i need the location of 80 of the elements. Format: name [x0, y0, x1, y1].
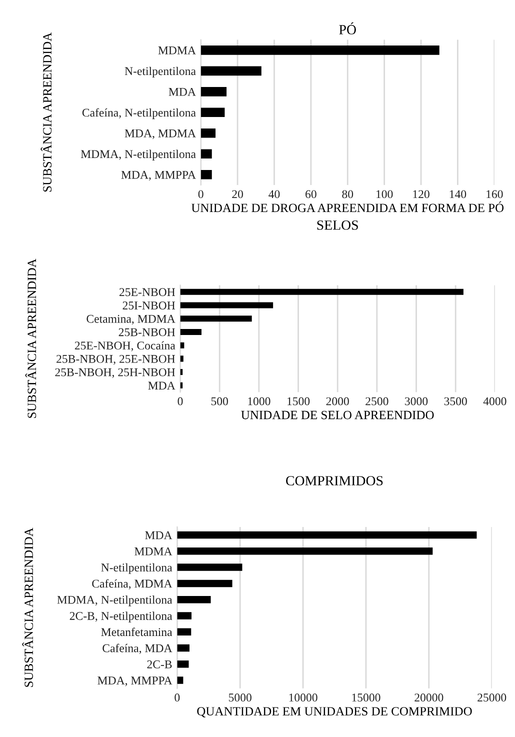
x-tick-label: 20000 — [414, 694, 444, 702]
y-tick-label: MDMA, N-etilpentilona — [57, 595, 172, 606]
bar — [200, 149, 212, 159]
bar — [177, 596, 211, 604]
y-tick-label: N-etilpentilona — [101, 563, 172, 574]
bar — [180, 316, 252, 322]
y-tick-label: 25E-NBOH, Cocaína — [74, 341, 176, 352]
chart-title: PÓ — [339, 22, 356, 34]
y-axis-title: SUBSTÂNCIA APREENDIDA — [25, 258, 36, 418]
bar — [177, 531, 477, 539]
x-tick-label: 2000 — [326, 397, 349, 406]
bar — [200, 128, 216, 138]
y-tick-label: MDMA — [158, 46, 196, 54]
bar — [177, 644, 190, 652]
y-tick-label: 25I-NBOH — [122, 302, 176, 310]
y-tick-label: 25E-NBOH — [120, 288, 176, 296]
y-tick-label: 2C-B — [147, 660, 172, 668]
y-tick-label: MDA — [148, 382, 176, 390]
x-tick-label: 10000 — [289, 694, 318, 702]
x-tick-label: 0 — [198, 190, 204, 198]
x-tick-label: 0 — [174, 694, 180, 702]
y-axis-title: SUBSTÂNCIA APREENDIDA — [40, 32, 52, 192]
bar — [177, 580, 232, 588]
x-tick-label: 3000 — [405, 397, 428, 406]
bar — [200, 86, 227, 96]
bar — [180, 328, 202, 335]
x-tick-label: 140 — [450, 190, 466, 198]
bar — [177, 612, 192, 620]
x-tick-label: 5000 — [228, 694, 252, 702]
chart-title: COMPRIMIDOS — [286, 476, 383, 486]
x-tick-label: 500 — [211, 397, 228, 406]
y-tick-label: MDA, MDMA — [124, 129, 196, 140]
y-tick-label: MDA — [145, 531, 172, 540]
bar — [180, 302, 274, 308]
x-axis-title: UNIDADE DE SELO APREENDIDO — [241, 410, 434, 420]
bar — [200, 170, 212, 180]
x-tick-label: 100 — [376, 190, 393, 198]
x-tick-label: 20 — [232, 190, 243, 198]
y-tick-label: Cafeína, MDA — [102, 644, 172, 654]
y-tick-label: MDA, MMPPA — [98, 676, 172, 686]
x-axis-title: QUANTIDADE EM UNIDADES DE COMPRIMIDO — [197, 707, 472, 718]
y-tick-label: Metanfetamina — [101, 628, 172, 636]
y-tick-label: MDA, MMPPA — [121, 170, 196, 181]
x-tick-label: 120 — [413, 190, 430, 198]
x-tick-label: 25000 — [478, 694, 506, 702]
x-tick-label: 1000 — [248, 397, 270, 406]
y-tick-label: MDA — [168, 88, 196, 96]
y-tick-label: Cafeína, MDMA — [92, 579, 172, 590]
x-tick-label: 2500 — [366, 397, 388, 406]
x-tick-label: 160 — [486, 190, 503, 198]
bar — [200, 66, 262, 76]
x-tick-label: 80 — [342, 190, 354, 198]
x-tick-label: 4000 — [483, 397, 506, 406]
y-tick-label: Cetamina, MDMA — [86, 314, 176, 325]
y-tick-label: Cafeína, N-etilpentilona — [82, 108, 196, 120]
bar — [200, 46, 440, 55]
bar — [177, 548, 433, 555]
bar — [177, 564, 242, 571]
x-tick-label: 3500 — [444, 397, 467, 406]
x-tick-label: 15000 — [352, 694, 380, 702]
x-tick-label: 40 — [268, 190, 280, 198]
bar — [177, 676, 184, 684]
x-tick-label: 1500 — [287, 397, 310, 406]
bar — [200, 108, 225, 118]
y-tick-label: 25B-NBOH — [118, 328, 176, 336]
x-tick-label: 60 — [306, 190, 316, 198]
bar — [177, 660, 189, 668]
y-tick-label: 2C-B, N-etilpentilona — [70, 612, 172, 622]
y-axis-title: SUBSTÂNCIA APREENDIDA — [22, 528, 34, 687]
bar — [177, 628, 192, 636]
y-tick-label: 25B-NBOH, 25H-NBOH — [55, 368, 176, 378]
x-axis-title: UNIDADE DE DROGA APREENDIDA EM FORMA DE PÓ — [191, 201, 504, 212]
y-tick-label: MDMA — [134, 547, 172, 556]
bar — [180, 356, 184, 362]
y-tick-label: MDMA, N-etilpentilona — [80, 150, 196, 160]
y-tick-label: 25B-NBOH, 25E-NBOH — [56, 354, 176, 365]
bar — [180, 288, 464, 295]
x-tick-label: 0 — [178, 397, 183, 406]
chart-title: SELOS — [317, 220, 358, 230]
y-tick-label: N-etilpentilona — [124, 66, 196, 78]
